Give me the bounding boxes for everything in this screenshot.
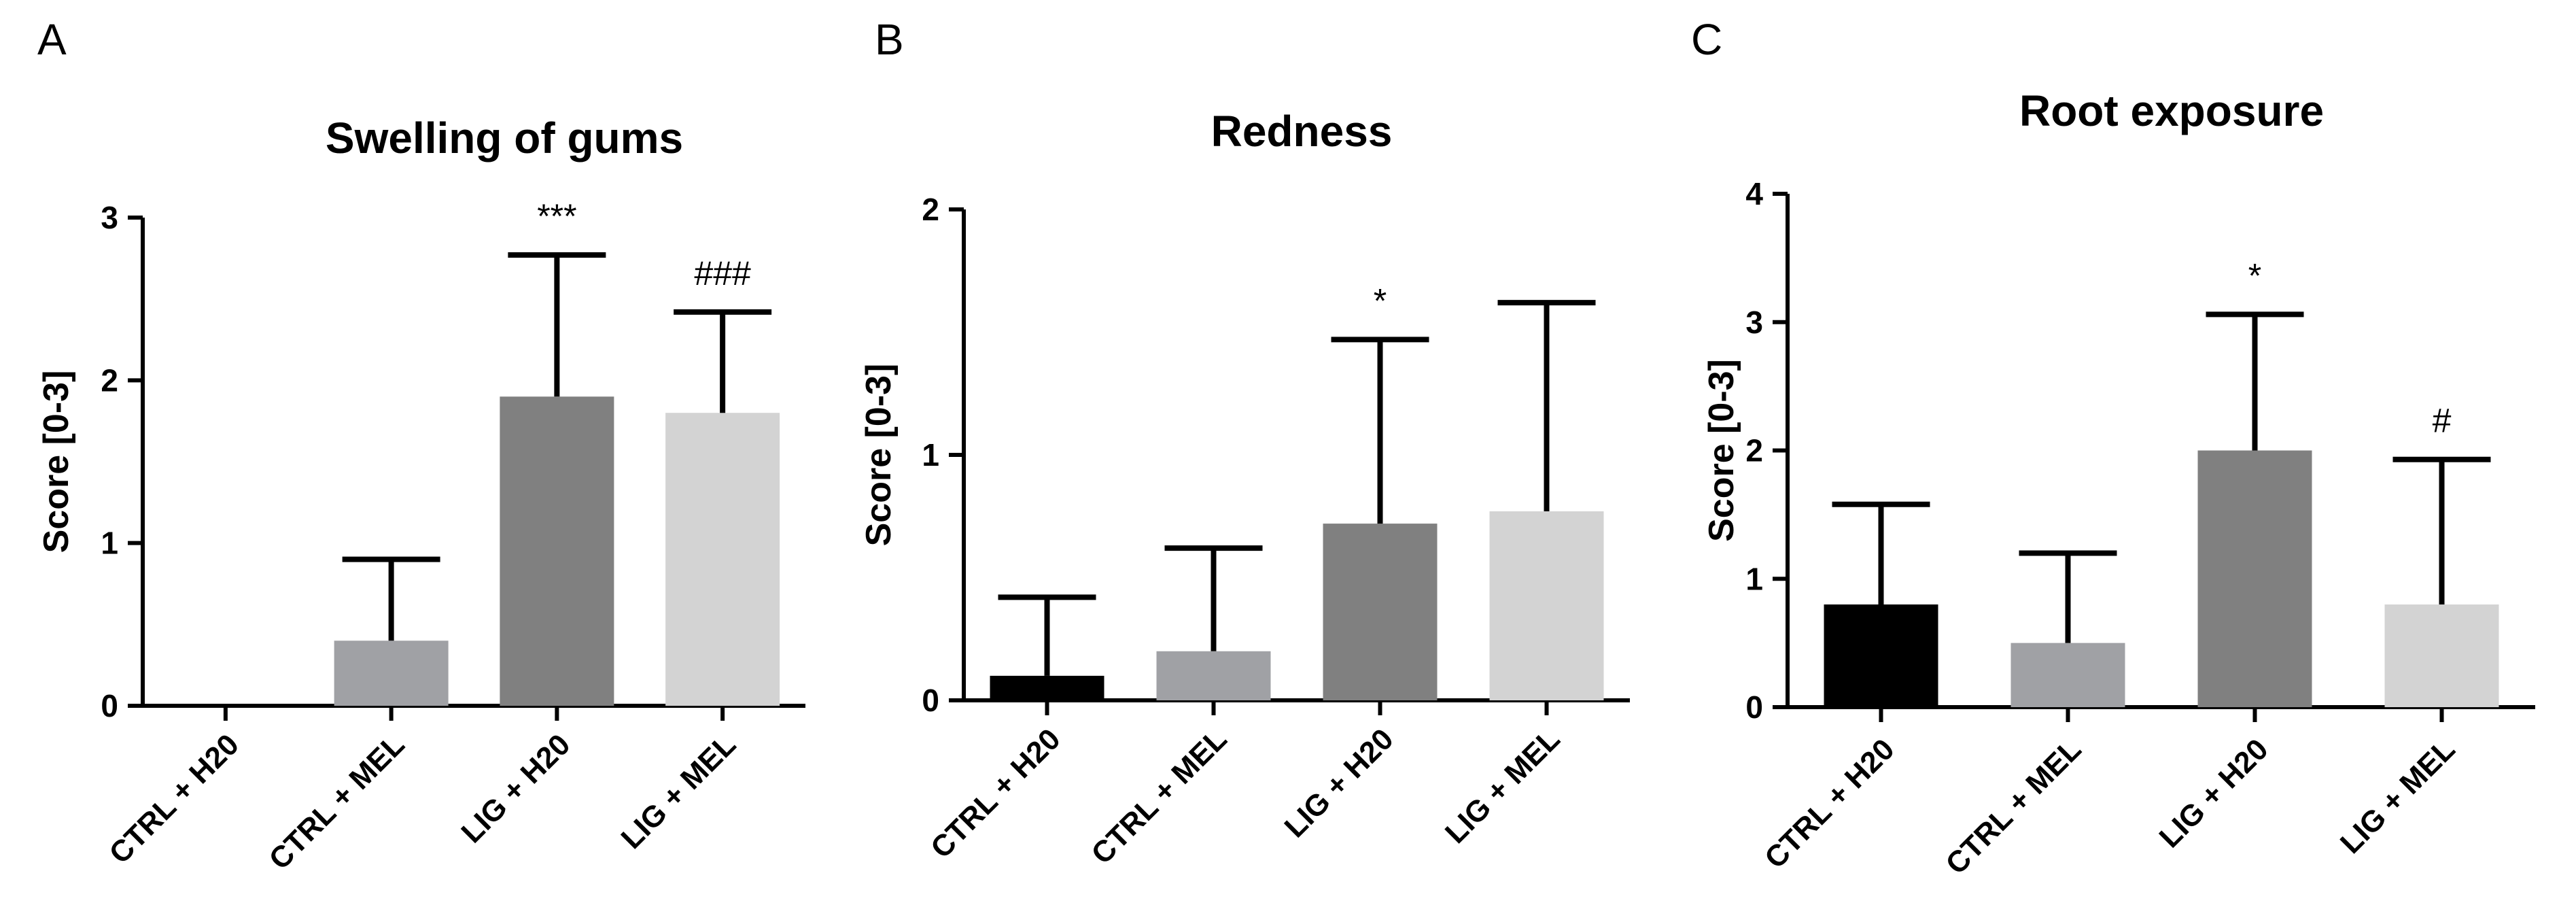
chart-panel-0: A Swelling of gums Score [0-3] 0 1 2 3 CTRL + H… [37, 15, 805, 876]
significance-label: # [2433, 402, 2452, 440]
significance-label: * [1374, 281, 1387, 320]
category-label: LIG + MEL [1439, 722, 1567, 850]
category-label: LIG + H20 [455, 728, 576, 849]
significance-label: *** [537, 197, 576, 235]
significance-label: ### [694, 254, 751, 292]
bar-0 [990, 675, 1104, 700]
bar-3 [665, 413, 780, 706]
bar-1 [1156, 651, 1271, 700]
bar-3 [2384, 604, 2499, 707]
y-tick-label: 2 [101, 362, 118, 398]
bar-2 [1323, 524, 1438, 700]
category-label: CTRL + H20 [924, 722, 1067, 865]
category-label: LIG + H20 [1278, 722, 1400, 844]
y-tick-label: 0 [101, 688, 118, 723]
y-tick-label: 2 [922, 192, 939, 227]
bar-1 [334, 641, 449, 706]
panel-letter: A [37, 15, 67, 64]
bar-3 [1489, 511, 1604, 700]
category-label: LIG + MEL [2334, 732, 2462, 860]
y-tick-label: 2 [1745, 433, 1763, 468]
category-label: LIG + H20 [2153, 732, 2275, 854]
category-label: CTRL + H20 [103, 728, 245, 870]
category-label: CTRL + MEL [1939, 732, 2087, 881]
y-tick-label: 1 [1745, 561, 1763, 596]
y-tick-label: 1 [922, 437, 939, 473]
y-tick-label: 3 [1745, 305, 1763, 340]
y-axis-label: Score [0-3] [1702, 359, 1741, 542]
category-label: CTRL + MEL [1085, 722, 1233, 870]
bar-2 [2197, 450, 2312, 707]
y-tick-label: 0 [1745, 689, 1763, 725]
chart-title: Redness [1211, 107, 1393, 156]
bar-2 [500, 396, 614, 706]
chart-panel-1: B Redness Score [0-3] 0 1 2 CTRL + H20 CTRL + M… [859, 15, 1630, 871]
panel-letter: B [875, 15, 904, 64]
chart-title: Swelling of gums [326, 114, 683, 163]
category-label: CTRL + H20 [1758, 732, 1901, 875]
panel-letter: C [1691, 15, 1722, 64]
y-tick-label: 4 [1745, 176, 1763, 211]
y-tick-label: 3 [101, 200, 118, 235]
y-tick-label: 0 [922, 683, 939, 718]
category-label: CTRL + MEL [263, 728, 411, 876]
category-label: LIG + MEL [615, 728, 743, 855]
bar-0 [1824, 604, 1938, 707]
bar-1 [2011, 643, 2125, 707]
y-tick-label: 1 [101, 526, 118, 561]
y-axis-label: Score [0-3] [37, 371, 76, 553]
chart-panel-2: C Root exposure Score [0-3] 0 1 2 3 4 CTRL + H20… [1691, 15, 2535, 881]
chart-title: Root exposure [2019, 86, 2324, 135]
y-axis-label: Score [0-3] [859, 364, 899, 547]
significance-label: * [2248, 256, 2261, 294]
